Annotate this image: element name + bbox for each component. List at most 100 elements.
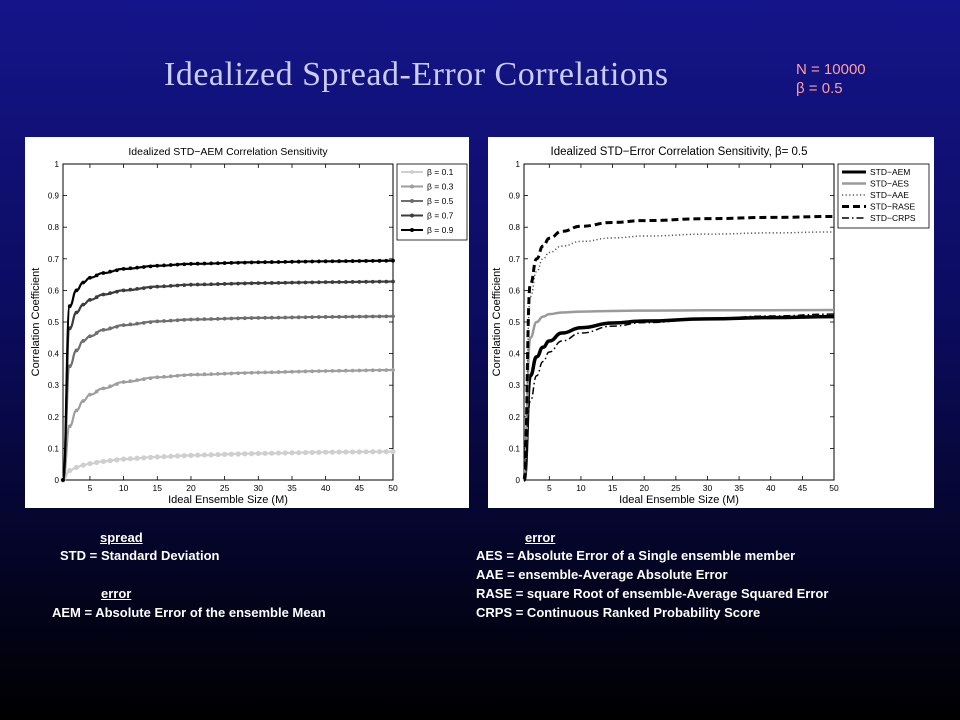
series-5-marker (189, 261, 193, 266)
series-2-marker (263, 370, 267, 375)
definition-heading-error-left: error (101, 586, 132, 601)
series-5-marker (263, 260, 267, 265)
chart-panel-beta-sensitivity: Idealized STD−AEM Correlation Sensitivit… (25, 137, 469, 508)
series-5-marker (242, 260, 247, 265)
series-4-marker (323, 280, 328, 285)
series-1-marker (349, 449, 356, 455)
series-4-marker (88, 297, 92, 302)
definition-std-abbr: STD = (60, 548, 98, 563)
series-1-marker (215, 451, 221, 458)
y-tick-label: 0 (55, 476, 60, 485)
x-tick-label: 30 (703, 483, 713, 493)
chart-error-sensitivity: Idealized STD−Error Correlation Sensitiv… (491, 146, 930, 506)
x-tick-label: 30 (254, 483, 264, 493)
series-1-marker (121, 456, 127, 462)
series-3-marker (229, 316, 234, 321)
series-2-marker (269, 370, 274, 375)
x-tick-label: 10 (576, 483, 586, 493)
series-2-marker (135, 378, 139, 383)
series-1-marker (390, 448, 396, 455)
series-2-marker (121, 380, 126, 384)
series-5-marker (350, 259, 355, 263)
legend-marker-5 (410, 228, 414, 232)
series-1-marker (309, 449, 315, 456)
series-3-marker (276, 315, 281, 320)
x-axis-label: Ideal Ensemble Size (M) (168, 494, 288, 506)
series-3-marker (256, 315, 261, 320)
series-5-marker (67, 304, 72, 309)
series-4-marker (114, 289, 119, 294)
y-tick-label: 0.9 (48, 192, 60, 201)
series-3-marker (135, 321, 139, 326)
series-3-marker (162, 319, 166, 323)
plot-frame (523, 163, 835, 481)
slide-title: Idealized Spread-Error Correlations (164, 56, 669, 93)
series-5-marker (310, 259, 315, 264)
series-1-marker (336, 449, 342, 455)
series-1-marker (235, 451, 241, 457)
series-5-marker (337, 259, 342, 264)
series-1-marker (87, 460, 93, 467)
legend-label-1: β = 0.1 (427, 167, 454, 177)
chart-title: Idealized STD−AEM Correlation Sensitivit… (128, 146, 328, 158)
series-line-5 (523, 313, 835, 481)
series-1-marker (356, 449, 362, 455)
series-3-marker (330, 314, 335, 319)
series-3-marker (101, 328, 106, 332)
series-5-marker (377, 258, 382, 263)
y-tick-label: 0.3 (509, 381, 521, 390)
series-3-marker (303, 315, 308, 320)
series-4-marker (384, 279, 389, 284)
legend-label-3: β = 0.5 (427, 196, 454, 206)
series-line-3 (523, 231, 835, 481)
definition-crps: CRPS = Continuous Ranked Probability Sco… (476, 605, 761, 620)
series-4-marker (108, 291, 113, 296)
series-1-marker (262, 450, 268, 456)
series-2-marker (94, 389, 99, 394)
series-4-marker (141, 286, 146, 291)
series-5-marker (182, 262, 187, 267)
series-3-marker (269, 315, 274, 320)
series-3-marker (283, 315, 288, 320)
series-2-marker (222, 371, 227, 376)
y-tick-label: 1 (516, 160, 521, 169)
chart-beta-sensitivity: Idealized STD−AEM Correlation Sensitivit… (30, 146, 468, 506)
definition-aes: AES = Absolute Error of a Single ensembl… (476, 548, 796, 563)
series-2-marker (189, 372, 193, 377)
y-axis-label: Correlation Coefficient (30, 268, 42, 377)
series-1-marker (201, 452, 208, 458)
series-3-marker (88, 334, 92, 339)
series-4-marker (276, 280, 281, 285)
series-3-marker (168, 318, 173, 323)
series-2-marker (276, 370, 281, 374)
y-tick-label: 0.6 (509, 286, 521, 295)
series-3-marker (94, 331, 99, 335)
x-tick-label: 25 (671, 483, 681, 493)
series-4-marker (236, 281, 241, 286)
series-5-marker (370, 258, 375, 263)
series-line-2 (61, 368, 394, 482)
series-4-marker (175, 283, 180, 288)
plot-frame (62, 163, 394, 481)
x-tick-label: 45 (798, 483, 808, 493)
series-4-marker (101, 292, 106, 297)
series-3-marker (357, 314, 362, 319)
series-5-marker (276, 260, 281, 264)
series-2-marker (377, 368, 382, 373)
legend-label-2: STD−AES (870, 179, 909, 189)
series-2-marker (256, 370, 261, 375)
series-line-1 (62, 450, 394, 482)
x-tick-label: 40 (321, 483, 331, 493)
series-2-marker (128, 379, 133, 383)
y-tick-label: 0.6 (48, 286, 60, 295)
series-3-marker (121, 323, 126, 328)
series-4-marker (256, 281, 261, 286)
series-4-marker (357, 279, 362, 284)
definition-heading-spread: spread (100, 530, 143, 545)
series-1-marker (242, 451, 248, 457)
series-5-marker (121, 267, 126, 271)
series-3-marker (296, 315, 301, 320)
legend-label-4: β = 0.7 (427, 211, 454, 221)
series-5-marker (391, 258, 395, 263)
y-tick-label: 0 (516, 476, 521, 485)
